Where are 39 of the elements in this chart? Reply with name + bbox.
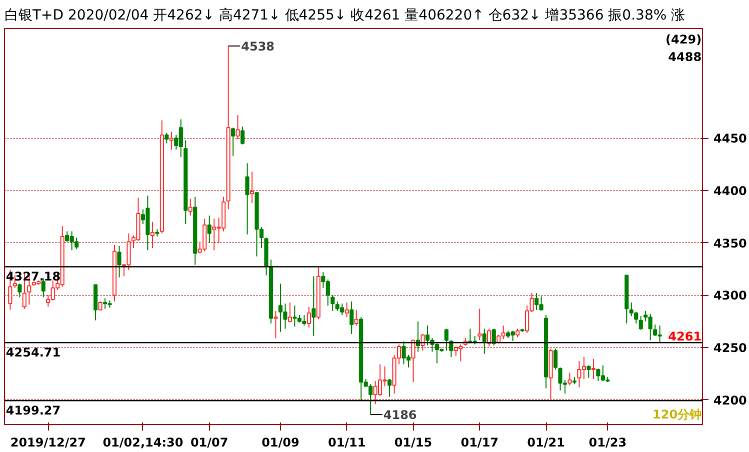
y-tick-label: 4200 [714,393,747,408]
annotation: 4186 [383,408,417,422]
candlestick [268,259,274,324]
y-tick-label: 4450 [714,132,747,146]
annotation: 4538 [241,39,275,54]
text: 4261 [668,330,702,344]
x-tick-label: 01/17 [460,436,499,450]
x-tick-label: 2019/12/27 [10,436,86,450]
x-tick-label: 01/11 [328,436,366,450]
text: (429) [666,32,702,46]
candlestick [207,215,212,244]
y-tick-label: 4300 [714,288,747,303]
x-tick-label: 01/15 [394,436,432,450]
ref-line-label: 4199.27 [6,404,61,418]
candlestick [350,300,354,334]
candlestick [330,294,335,312]
candlestick [150,221,154,249]
x-tick-label: 01/21 [527,436,565,450]
x-tick-label: 01/07 [190,436,228,450]
x-tick-label: 01/09 [262,436,300,450]
chart-title: 白银T+D 2020/02/04 开4262↓ 高4271↓ 低4255↓ 收4261 量406220↑ 仓632↓ 增35366 振0.38% 涨 [4,8,686,24]
candlestick [184,140,188,224]
candlestick [316,266,320,320]
text: 4488 [668,50,702,64]
candlestick [117,245,122,278]
y-tick-label: 4250 [714,341,747,356]
y-tick-label: 4400 [714,184,747,198]
candlestick [591,358,596,380]
candlestick [245,162,250,235]
candlestick [226,45,230,210]
y-tick-label: 4350 [714,236,747,250]
candlestick [250,171,254,204]
x-tick-label: 01/23 [588,436,627,450]
candlestick [482,328,486,354]
annotation: 120分钟 [652,408,702,422]
candlestick [193,196,198,266]
candlestick [312,276,316,337]
x-tick-label: 01/02,14:30 [102,436,184,450]
ref-line-label: 4254.71 [6,346,61,360]
